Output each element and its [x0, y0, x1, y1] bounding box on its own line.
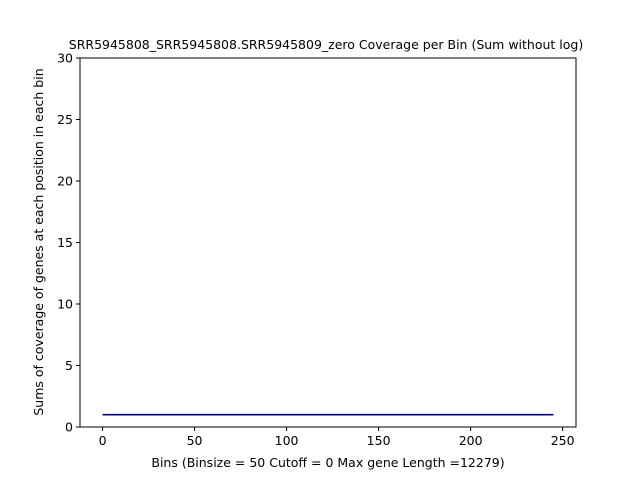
x-tick-label: 0: [99, 433, 107, 448]
chart-title: SRR5945808_SRR5945808.SRR5945809_zero Co…: [69, 37, 583, 52]
y-axis-ticks: 0 5 10 15 20 25 30: [57, 51, 80, 435]
x-axis-ticks: 0 50 100 150 200 250: [99, 427, 575, 448]
x-tick-label: 200: [459, 433, 483, 448]
x-axis-label: Bins (Binsize = 50 Cutoff = 0 Max gene L…: [151, 455, 504, 470]
x-tick-label: 250: [551, 433, 575, 448]
plot-frame: [79, 57, 577, 428]
y-axis-label: Sums of coverage of genes at each positi…: [31, 68, 46, 415]
x-tick-label: 100: [275, 433, 299, 448]
y-tick-label: 20: [57, 174, 73, 189]
y-tick-label: 30: [57, 51, 73, 66]
plot-area: [80, 58, 576, 427]
y-tick-label: 10: [57, 297, 73, 312]
x-tick-label: 50: [187, 433, 203, 448]
y-tick-label: 25: [57, 112, 73, 127]
y-tick-label: 5: [65, 358, 73, 373]
y-tick-label: 15: [57, 235, 73, 250]
x-tick-label: 150: [367, 433, 391, 448]
y-tick-label: 0: [65, 420, 73, 435]
